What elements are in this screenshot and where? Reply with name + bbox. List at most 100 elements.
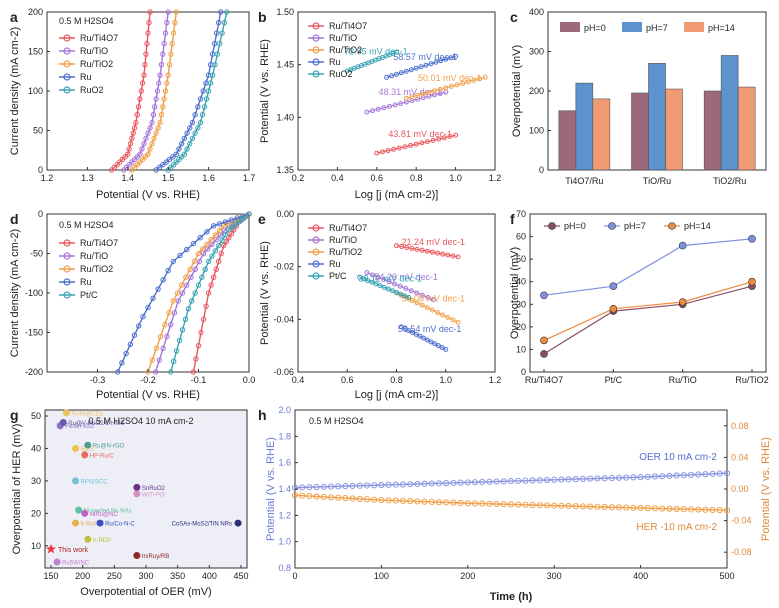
- panel-d-legend-label: Ru/TiO2: [80, 264, 113, 274]
- panel-h-series-marker: [421, 498, 428, 505]
- panel-e-series-marker: [377, 283, 383, 289]
- panel-a-legend-label: RuO2: [80, 85, 104, 95]
- panel-d-series-marker: [200, 316, 207, 323]
- panel-b-series-marker: [403, 95, 409, 101]
- panel-d-series-marker: [152, 369, 159, 375]
- panel-d-series-marker: [222, 219, 229, 225]
- panel-letter-f: f: [510, 211, 515, 227]
- panel-e-series-marker: [419, 302, 425, 308]
- panel-h-xtick-label: 0: [292, 571, 297, 581]
- panel-h-series-marker: [306, 493, 313, 500]
- panel-e-legend-marker: [312, 248, 320, 256]
- panel-a-legend-marker: [63, 73, 71, 81]
- panel-g-data-point: [46, 544, 56, 554]
- panel-b-legend-marker: [312, 22, 320, 30]
- panel-b-ytick-label: 1.35: [276, 165, 294, 175]
- panel-e-slope-label: 54.26 mV dec-1: [374, 272, 438, 282]
- panel-d-series-marker: [171, 310, 178, 316]
- panel-b-xtick-label: 1.2: [489, 173, 502, 183]
- panel-h-series-marker: [651, 505, 659, 512]
- panel-a-series-marker: [141, 72, 147, 78]
- panel-e-slope-label: 21.24 mV dec-1: [402, 237, 466, 247]
- panel-d-series-marker: [216, 221, 223, 227]
- panel-e-series-marker: [443, 346, 449, 352]
- panel-b-xtick-label: 0.4: [331, 173, 344, 183]
- panel-d-series-marker: [195, 250, 202, 257]
- panel-d-series-marker: [156, 357, 163, 363]
- panel-h-series-marker: [572, 503, 579, 510]
- panel-h-series-marker: [320, 493, 327, 500]
- panel-h-series-marker: [543, 502, 551, 509]
- panel-h-series-marker: [615, 504, 623, 511]
- panel-b-slope-label: 72.95 mV dec-1: [344, 47, 408, 57]
- panel-d-series-marker: [160, 345, 166, 351]
- panel-b-series-marker: [420, 91, 426, 97]
- panel-a-series-marker: [155, 125, 161, 131]
- panel-h-series-marker: [551, 502, 558, 509]
- panel-h-series-marker: [378, 481, 385, 489]
- panel-e-series-marker: [425, 295, 431, 301]
- panel-g-data-point: [96, 519, 104, 527]
- panel-h-series-marker: [299, 484, 306, 491]
- panel-d-series-marker: [228, 217, 235, 223]
- panel-a-series-marker: [135, 104, 142, 110]
- panel-g-point-label: W/Ti-PO: [142, 492, 165, 498]
- panel-h-series-marker: [666, 505, 673, 512]
- panel-b-series-marker: [453, 53, 459, 59]
- panel-h-ylabel: Potential (V vs. RHE): [265, 437, 277, 541]
- panel-e-series-marker: [381, 284, 387, 290]
- panel-a-series-marker: [168, 51, 174, 57]
- panel-d-xlabel: Potential (V vs. RHE): [96, 389, 200, 401]
- panel-c-category-label: TiO2/Ru: [713, 176, 746, 186]
- panel-d-annotation: 0.5 M H2SO4: [59, 220, 114, 230]
- panel-h-ylabel2: Potential (V vs. RHE): [760, 437, 772, 541]
- panel-c-bar: [720, 55, 739, 171]
- panel-a-series-marker: [147, 125, 153, 131]
- panel-b-legend-marker: [312, 34, 320, 42]
- panel-c-bar: [631, 92, 649, 171]
- panel-e-series-marker: [409, 297, 415, 303]
- panel-g-point-label: RuTe@CDs: [71, 411, 103, 417]
- panel-b-series-marker: [443, 56, 449, 62]
- panel-b-series-marker: [454, 82, 460, 88]
- panel-h-series-marker: [579, 475, 587, 483]
- panel-d-series-marker: [213, 266, 219, 272]
- panel-a-series-marker: [147, 146, 153, 152]
- panel-g-ytick-label: 30: [31, 476, 41, 486]
- panel-h-xtick-label: 100: [374, 571, 389, 581]
- panel-d-series-marker: [191, 258, 197, 265]
- panel-g-point-label: CoSAs-MoS2/TiN NRs: [172, 522, 232, 528]
- panel-a-series-marker: [131, 125, 138, 131]
- panel-a-series-marker: [173, 151, 179, 157]
- panel-f-ytick-label: 70: [516, 209, 526, 219]
- panel-b-fit-line: [347, 51, 397, 72]
- panel-h-series-marker: [399, 481, 407, 488]
- panel-a-series-marker: [151, 135, 157, 142]
- panel-a-series-marker: [126, 146, 132, 152]
- panel-f-xtick-label: Pt/C: [605, 375, 623, 385]
- panel-a-series-marker: [137, 96, 143, 102]
- panel-a-series-line: [111, 11, 151, 171]
- panel-c-bar: [737, 86, 756, 171]
- panel-h-series-marker: [551, 476, 558, 483]
- panel-a-series-line: [131, 11, 177, 171]
- panel-b-legend-label: RuO2: [329, 69, 353, 79]
- panel-e-slope-label: 39.12 mV dec-1: [358, 273, 422, 283]
- panel-c-legend-label: pH=14: [708, 23, 735, 33]
- panel-b-ytick-label: 1.50: [276, 7, 294, 17]
- panel-a-series-marker: [169, 40, 175, 47]
- panel-e-series-marker: [450, 317, 456, 323]
- panel-g-data-point: [72, 519, 80, 527]
- panel-a-series-marker: [142, 61, 148, 68]
- panel-g-xtick-label: 300: [138, 571, 153, 581]
- panel-g-ylabel: Overpotential of HER (mV): [11, 424, 23, 555]
- panel-h-xtick-label: 300: [547, 571, 562, 581]
- panel-h-series-marker: [450, 479, 457, 486]
- panel-h-series-marker: [464, 479, 471, 486]
- panel-a-series-marker: [181, 135, 188, 142]
- panel-h-series-marker: [651, 473, 659, 480]
- panel-d-legend-label: Ru: [80, 277, 92, 287]
- panel-a-series-marker: [165, 9, 171, 15]
- panel-e-legend-marker: [312, 260, 320, 268]
- panel-g-point-label: Ru/Co-N-C: [105, 522, 135, 528]
